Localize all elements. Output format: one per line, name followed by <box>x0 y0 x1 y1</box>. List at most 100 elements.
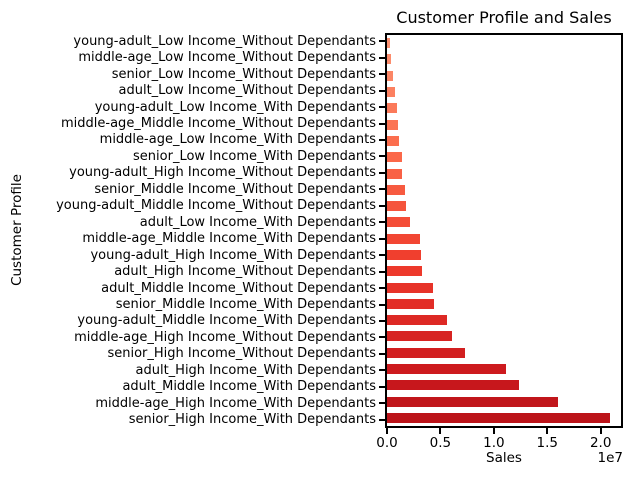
bar <box>387 103 398 114</box>
y-tick-mark <box>379 40 385 43</box>
y-tick-label: young-adult_Low Income_Without Dependant… <box>73 33 376 49</box>
y-tick-label: senior_Middle Income_Without Dependants <box>94 181 376 197</box>
y-tick-label: middle-age_High Income_With Dependants <box>95 395 376 411</box>
y-tick-mark <box>379 418 385 421</box>
y-tick-mark <box>379 402 385 405</box>
y-tick-label: senior_Low Income_With Dependants <box>133 148 376 164</box>
y-tick-mark <box>379 254 385 257</box>
bar <box>387 250 422 260</box>
x-tick-label: 0.0 <box>376 435 398 451</box>
bar-row <box>387 312 621 328</box>
bar <box>387 282 433 293</box>
bar <box>387 87 396 98</box>
y-tick-label: adult_High Income_With Dependants <box>135 362 377 378</box>
y-tick-label: young-adult_Middle Income_With Dependant… <box>77 313 376 329</box>
bar-row <box>387 198 621 214</box>
bar-row <box>387 361 621 377</box>
bar <box>387 70 393 81</box>
y-ticks <box>379 33 385 428</box>
bar-row <box>387 35 621 51</box>
y-tick-mark <box>379 385 385 388</box>
y-tick-mark <box>379 336 385 339</box>
bar <box>387 152 402 163</box>
bar-row <box>387 247 621 263</box>
bar-row <box>387 182 621 198</box>
x-tick-label: 1.0 <box>483 435 505 451</box>
plot-area <box>385 33 623 428</box>
y-tick-mark <box>379 320 385 323</box>
y-tick-label: adult_High Income_Without Dependants <box>114 264 376 280</box>
bar <box>387 38 390 49</box>
bar <box>387 168 403 179</box>
x-tick-mark <box>546 428 549 434</box>
bar-row <box>387 394 621 410</box>
y-tick-mark <box>379 89 385 92</box>
x-ticks <box>386 428 621 434</box>
y-tick-labels: young-adult_Low Income_Without Dependant… <box>0 33 376 428</box>
bar-row <box>387 165 621 181</box>
bar-row <box>387 279 621 295</box>
bar-row <box>387 410 621 426</box>
y-tick-mark <box>379 303 385 306</box>
x-tick-labels: 0.0 0.5 1.0 1.5 2.0 <box>376 435 621 451</box>
bar <box>387 201 406 212</box>
y-tick-label: senior_High Income_Without Dependants <box>107 346 376 362</box>
bar <box>387 54 391 65</box>
y-tick-mark <box>379 287 385 290</box>
bar-row <box>387 296 621 312</box>
bar-row <box>387 51 621 67</box>
y-tick-mark <box>379 204 385 207</box>
y-tick-mark <box>379 73 385 76</box>
y-tick-label: young-adult_Middle Income_Without Depend… <box>56 198 376 214</box>
bar <box>387 217 411 228</box>
x-tick-mark <box>439 428 442 434</box>
chart-title: Customer Profile and Sales <box>396 8 612 27</box>
x-tick-mark <box>386 428 388 434</box>
bar <box>387 184 405 195</box>
y-tick-mark <box>379 188 385 191</box>
bar <box>387 412 611 423</box>
y-tick-label: adult_Low Income_Without Dependants <box>118 83 377 99</box>
y-tick-label: middle-age_Low Income_Without Dependants <box>78 50 376 66</box>
bar <box>387 396 558 407</box>
bar-row <box>387 328 621 344</box>
y-tick-label: young-adult_High Income_Without Dependan… <box>69 165 376 181</box>
y-tick-mark <box>379 122 385 125</box>
y-tick-label: adult_Middle Income_With Dependants <box>122 379 376 395</box>
x-tick-label: 1.5 <box>536 435 559 451</box>
bar-row <box>387 231 621 247</box>
y-tick-label: middle-age_Low Income_With Dependants <box>99 132 376 148</box>
x-axis-label: Sales <box>486 450 522 466</box>
y-tick-label: senior_High Income_With Dependants <box>128 412 376 428</box>
y-tick-label: middle-age_High Income_Without Dependant… <box>74 329 376 345</box>
y-tick-mark <box>379 106 385 109</box>
bar <box>387 298 435 309</box>
x-axis-offset-label: 1e7 <box>597 450 623 466</box>
bar-row <box>387 116 621 132</box>
y-tick-mark <box>379 270 385 273</box>
bar-row <box>387 149 621 165</box>
y-tick-label: middle-age_Middle Income_With Dependants <box>82 231 376 247</box>
y-tick-mark <box>379 138 385 141</box>
y-tick-label: senior_Middle Income_With Dependants <box>115 296 376 312</box>
y-tick-mark <box>379 352 385 355</box>
y-tick-mark <box>379 56 385 59</box>
bar <box>387 364 506 375</box>
x-tick-mark <box>599 428 602 434</box>
bar-row <box>387 100 621 116</box>
bar-row <box>387 214 621 230</box>
bar <box>387 347 465 358</box>
y-tick-label: young-adult_High Income_With Dependants <box>90 247 376 263</box>
y-tick-label: adult_Middle Income_Without Dependants <box>101 280 376 296</box>
bar-row <box>387 377 621 393</box>
bar-row <box>387 133 621 149</box>
y-tick-mark <box>379 237 385 240</box>
bar-row <box>387 263 621 279</box>
bar-row <box>387 68 621 84</box>
y-tick-mark <box>379 369 385 372</box>
x-tick-label: 0.5 <box>429 435 452 451</box>
y-tick-label: young-adult_Low Income_With Dependants <box>94 99 376 115</box>
bar <box>387 266 423 277</box>
bar <box>387 233 421 244</box>
